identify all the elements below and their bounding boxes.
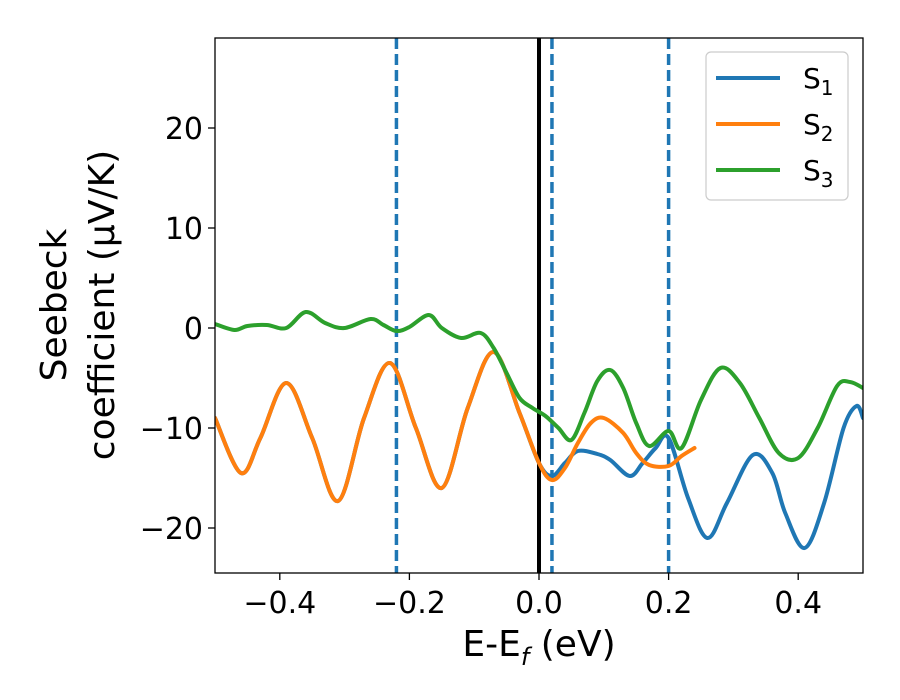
y-tick-label: 20: [165, 112, 203, 147]
x-axis-title-main: E-E: [462, 624, 520, 665]
y-tick-label: 10: [165, 212, 203, 247]
series-line-s2: [215, 350, 697, 503]
x-axis-title-unit: (eV): [529, 624, 615, 665]
y-tick-label: 0: [184, 312, 203, 347]
legend-items: S1 S2 S3: [716, 62, 834, 192]
x-axis: −0.4 −0.2 0.0 0.2 0.4: [243, 573, 822, 621]
y-tick-label: −10: [140, 412, 203, 447]
y-tick-label: −20: [140, 512, 203, 547]
x-tick-label: −0.2: [373, 586, 446, 621]
x-tick-label: 0.0: [515, 586, 563, 621]
x-tick-label: −0.4: [243, 586, 316, 621]
x-tick-label: 0.4: [774, 586, 822, 621]
legend-label: S1: [803, 62, 834, 100]
legend-label: S2: [803, 108, 834, 146]
vertical-reference-lines: [394, 38, 671, 573]
series-group: [215, 310, 863, 550]
y-axis-title: Seebeck coefficient (μV/K): [34, 150, 123, 460]
y-axis-title-line1: Seebeck: [34, 228, 75, 381]
x-axis-title: E-Ef (eV): [462, 624, 615, 671]
legend-label: S3: [803, 154, 834, 192]
y-axis-title-line2: coefficient (μV/K): [82, 150, 123, 460]
y-axis: −20 −10 0 10 20: [140, 112, 215, 547]
legend: S1 S2 S3: [705, 51, 849, 201]
x-tick-label: 0.2: [645, 586, 693, 621]
series-line-s3: [215, 310, 863, 463]
